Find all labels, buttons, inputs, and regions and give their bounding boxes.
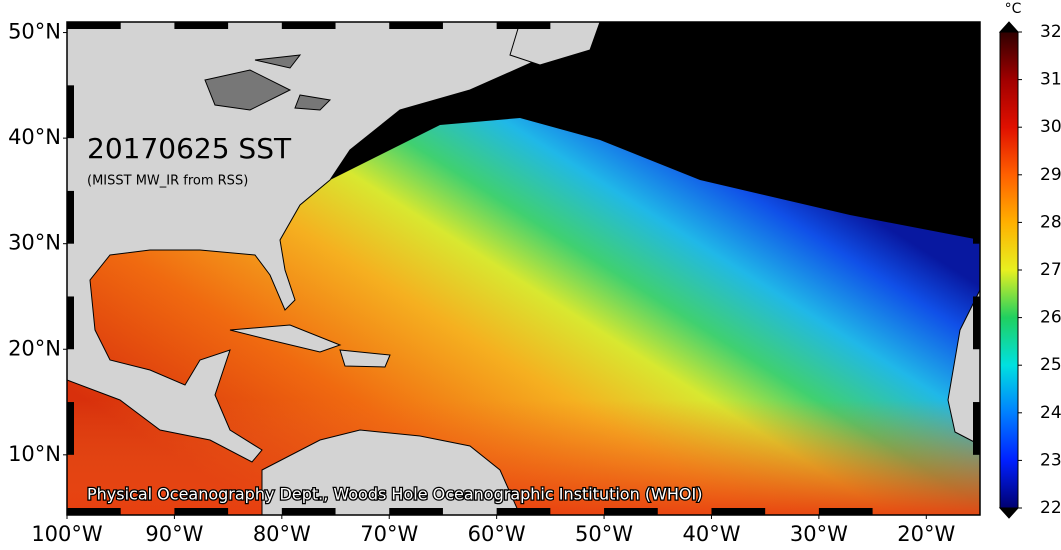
lon-tick-label: 60°W	[468, 522, 526, 546]
colorbar-tick-label: 23	[1040, 450, 1061, 470]
colorbar	[999, 31, 1019, 509]
frame-segment	[67, 22, 121, 29]
lat-tick-label: 50°N	[8, 20, 61, 44]
hispaniola	[339, 349, 391, 368]
map-area	[67, 22, 980, 515]
north-america	[67, 22, 581, 463]
lat-tick-label: 20°N	[8, 336, 61, 360]
frame-segment	[67, 190, 74, 244]
frame-segment	[67, 402, 74, 455]
lon-tick-label: 90°W	[145, 522, 203, 546]
frame-segment	[174, 22, 229, 29]
lon-tick-label: 80°W	[253, 522, 311, 546]
frame-segment	[604, 22, 658, 29]
frame-segment	[711, 22, 766, 29]
frame-segment	[174, 508, 229, 515]
lat-tick-label: 30°N	[8, 231, 61, 255]
frame-segment	[389, 22, 443, 29]
frame-segment	[67, 508, 121, 515]
colorbar-tick-label: 25	[1040, 355, 1061, 375]
frame-segment	[281, 508, 336, 515]
credit: Physical Oceanography Dept., Woods Hole …	[87, 485, 702, 504]
frame-segment	[496, 22, 551, 29]
frame-segment	[389, 508, 443, 515]
colorbar-tick-label: 22	[1040, 498, 1061, 518]
cuba	[229, 324, 342, 353]
colorbar-tick-label: 27	[1040, 260, 1061, 280]
frame-segment	[604, 508, 658, 515]
colorbar-tick-label: 29	[1040, 165, 1061, 185]
map-frame	[67, 22, 980, 515]
frame-segment	[281, 22, 336, 29]
map-title: 20170625 SST	[87, 132, 292, 165]
map-subtitle: (MISST MW_IR from RSS)	[87, 174, 248, 189]
colorbar-max-arrow	[998, 21, 1020, 33]
lon-tick-label: 70°W	[360, 522, 418, 546]
colorbar-tick-label: 24	[1040, 403, 1061, 423]
colorbar-tick-label: 28	[1040, 212, 1061, 232]
colorbar-tick-label: 31	[1040, 70, 1061, 90]
frame-segment	[818, 508, 873, 515]
great-lakes	[204, 54, 332, 111]
frame-segment	[973, 296, 980, 350]
frame-segment	[67, 296, 74, 350]
lat-tick-label: 40°N	[8, 125, 61, 149]
colorbar-tick-label: 32	[1040, 22, 1061, 42]
colorbar-tick-label: 30	[1040, 117, 1061, 137]
lon-tick-label: 40°W	[682, 522, 740, 546]
lon-tick-label: 100°W	[31, 522, 103, 546]
frame-segment	[973, 402, 980, 455]
frame-segment	[496, 508, 551, 515]
newfoundland	[509, 22, 601, 66]
lon-tick-label: 50°W	[575, 522, 633, 546]
frame-segment	[973, 190, 980, 244]
colorbar-unit: °C	[1005, 1, 1022, 17]
lon-tick-label: 20°W	[897, 522, 955, 546]
frame-segment	[67, 85, 74, 139]
colorbar-min-arrow	[998, 507, 1020, 519]
lon-tick-label: 30°W	[790, 522, 848, 546]
south-america	[261, 429, 521, 515]
map-border	[66, 21, 981, 516]
frame-segment	[711, 508, 766, 515]
frame-segment	[973, 85, 980, 139]
lat-tick-label: 10°N	[8, 442, 61, 466]
colorbar-tick-label: 26	[1040, 308, 1061, 328]
frame-segment	[818, 22, 873, 29]
